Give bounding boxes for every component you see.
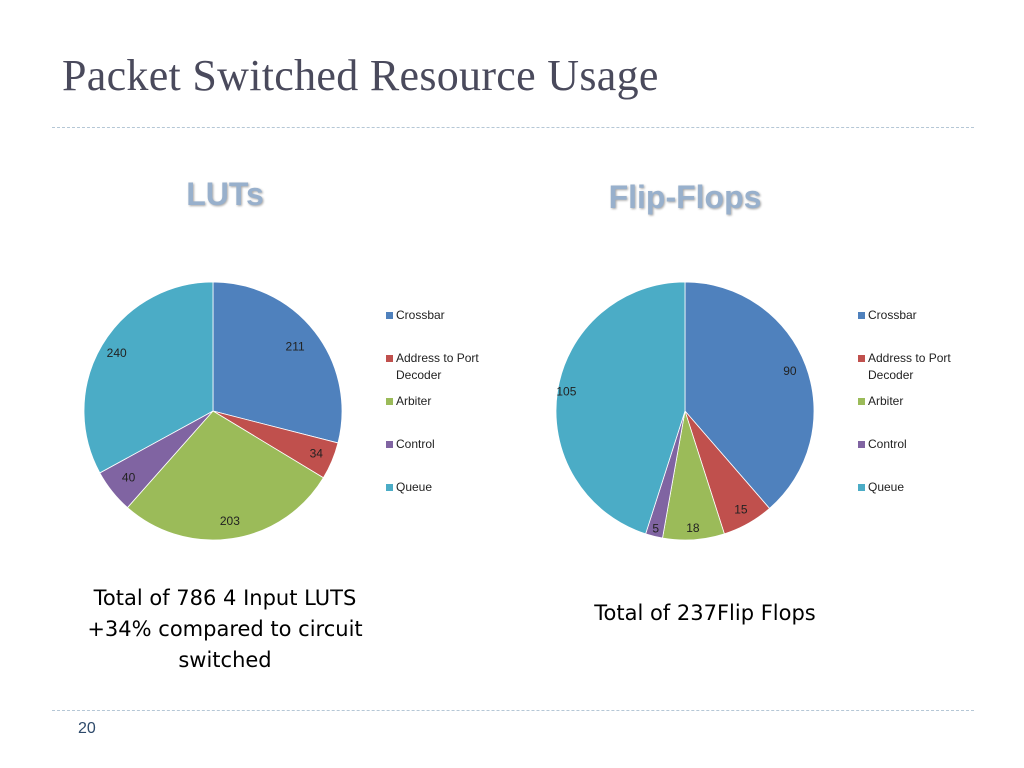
legend-label-crossbar: Crossbar (396, 308, 445, 322)
legend-label-arbiter: Arbiter (396, 394, 432, 408)
luts-data-label-queue: 240 (107, 346, 127, 360)
luts-legend-item-arbiter: Arbiter (386, 393, 516, 410)
luts-data-label-address-decoder: 34 (310, 446, 324, 460)
ff-data-label-crossbar: 90 (783, 364, 797, 378)
luts-legend-item-crossbar: Crossbar (386, 307, 516, 324)
ff-slice-crossbar (684, 281, 815, 510)
ff-slice-queue (555, 281, 686, 535)
luts-legend-item-control: Control (386, 436, 516, 453)
luts-data-label-control: 40 (122, 470, 136, 484)
flip-flops-caption: Total of 237Flip Flops (594, 601, 816, 625)
legend-label-address-decoder: Address to Port Decoder (396, 351, 479, 382)
luts-data-label-arbiter: 203 (220, 514, 240, 528)
legend-label-control: Control (396, 437, 435, 451)
legend-swatch-arbiter (858, 398, 865, 405)
top-divider (52, 127, 974, 128)
legend-swatch-crossbar (858, 312, 865, 319)
legend-swatch-queue (386, 484, 393, 491)
luts-legend-item-queue: Queue (386, 479, 516, 496)
legend-swatch-queue (858, 484, 865, 491)
luts-slice-queue (83, 281, 214, 474)
luts-slice-arbiter (126, 410, 324, 541)
legend-swatch-crossbar (386, 312, 393, 319)
flip-flops-pie-chart: 90 15 18 5 105 (555, 281, 815, 541)
ff-legend-item-arbiter: Arbiter (858, 393, 988, 410)
legend-label-address-decoder: Address to Port Decoder (868, 351, 951, 382)
luts-slice-crossbar (212, 281, 343, 444)
legend-label-control: Control (868, 437, 907, 451)
legend-label-crossbar: Crossbar (868, 308, 917, 322)
legend-swatch-control (386, 441, 393, 448)
legend-label-queue: Queue (396, 480, 433, 494)
legend-swatch-address-decoder (386, 355, 393, 362)
luts-chart-title: LUTs (186, 176, 264, 212)
ff-legend-item-crossbar: Crossbar (858, 307, 988, 324)
ff-data-label-address-decoder: 15 (734, 503, 748, 517)
ff-data-label-control: 5 (652, 522, 659, 536)
luts-legend-item-address-decoder: Address to Port Decoder (386, 350, 516, 384)
legend-swatch-arbiter (386, 398, 393, 405)
luts-data-label-crossbar: 211 (286, 339, 305, 353)
legend-label-queue: Queue (868, 480, 905, 494)
page-number: 20 (78, 720, 96, 737)
ff-data-label-queue: 105 (556, 385, 576, 399)
flip-flops-chart-title: Flip-Flops (608, 179, 762, 215)
ff-legend-item-address-decoder: Address to Port Decoder (858, 350, 988, 384)
ff-legend-item-control: Control (858, 436, 988, 453)
legend-swatch-control (858, 441, 865, 448)
legend-label-arbiter: Arbiter (868, 394, 904, 408)
luts-caption: Total of 786 4 Input LUTS +34% compared … (87, 586, 363, 672)
legend-swatch-address-decoder (858, 355, 865, 362)
bottom-divider (52, 710, 974, 711)
ff-data-label-arbiter: 18 (686, 521, 700, 535)
ff-legend-item-queue: Queue (858, 479, 988, 496)
luts-pie-chart: 211 34 203 40 240 (83, 281, 343, 541)
slide-title: Packet Switched Resource Usage (62, 51, 659, 100)
